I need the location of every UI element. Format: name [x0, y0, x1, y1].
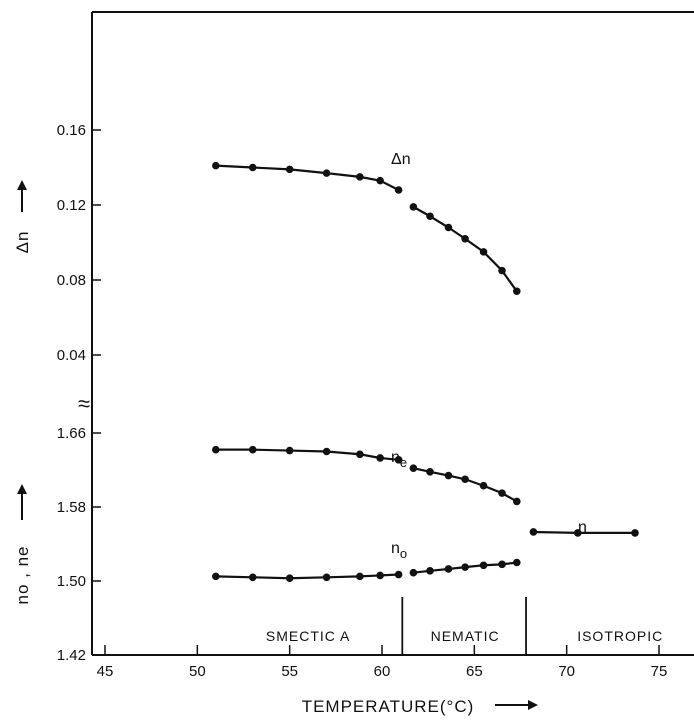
data-point	[394, 456, 403, 464]
y-tick-label: 1.66	[57, 425, 86, 442]
data-point	[444, 223, 453, 232]
x-axis-arrow	[495, 700, 538, 710]
data-point	[498, 489, 506, 497]
data-point	[461, 475, 469, 484]
y-tick-label: 1.50	[57, 573, 86, 590]
data-point	[498, 266, 506, 275]
series-group: Δn ne no n	[212, 151, 639, 583]
data-point	[409, 464, 418, 472]
series-no	[212, 558, 521, 583]
data-point	[513, 558, 521, 567]
data-point	[631, 529, 639, 537]
series-label-delta-n: Δn	[391, 151, 411, 168]
data-point	[322, 573, 331, 582]
data-point	[322, 447, 331, 456]
y-tick-group: 0.04 0.08 0.12 0.16 1.42 1.50 1.58 1.66	[57, 122, 101, 664]
y-tick-label: 0.16	[57, 122, 86, 139]
phase-label: NEMATIC	[431, 628, 500, 644]
data-point	[212, 445, 220, 454]
series-n	[529, 528, 639, 537]
x-tick-label: 50	[189, 663, 206, 680]
series-label-ne: ne	[391, 449, 407, 470]
series-line	[215, 573, 399, 580]
data-point	[461, 563, 469, 571]
data-point	[479, 561, 488, 570]
data-point	[444, 471, 453, 480]
series-line	[215, 448, 399, 461]
data-point	[426, 567, 434, 575]
series-label-no: no	[391, 540, 407, 561]
data-point	[376, 176, 384, 185]
x-tick-label: 75	[651, 663, 668, 680]
x-tick-label: 45	[97, 663, 114, 680]
y-axis-title-bottom: no , ne	[13, 546, 32, 605]
data-point	[513, 497, 521, 506]
data-point	[356, 450, 364, 459]
data-point	[248, 445, 257, 454]
y-tick-label: 0.08	[57, 272, 86, 289]
data-point	[376, 571, 384, 580]
data-point	[322, 169, 331, 177]
data-point	[212, 161, 220, 170]
x-tick-label: 70	[558, 663, 575, 680]
axis-break-symbol: ≈	[78, 391, 90, 416]
y-axis-arrow-top	[17, 180, 27, 212]
phase-boundary-group: SMECTIC A NEMATIC ISOTROPIC	[266, 597, 663, 655]
series-ne	[212, 445, 521, 506]
data-point	[285, 165, 294, 174]
data-point	[248, 573, 257, 582]
x-axis-title: TEMPERATURE(°C)	[302, 697, 475, 716]
data-point	[498, 560, 506, 569]
data-point	[376, 454, 384, 462]
x-tick-label: 60	[374, 663, 391, 680]
data-point	[444, 565, 453, 573]
x-tick-group: 45 50 55 60 65 70 75	[97, 645, 668, 680]
y-tick-label: 0.04	[57, 347, 86, 364]
axes-frame	[91, 11, 694, 656]
data-point	[426, 468, 434, 476]
data-point	[529, 528, 538, 536]
data-point	[356, 173, 364, 181]
series-Δn	[212, 161, 521, 296]
data-point	[248, 163, 257, 172]
data-point	[285, 574, 294, 583]
y-tick-label: 1.42	[57, 647, 86, 664]
x-tick-label: 55	[281, 663, 298, 680]
data-point	[409, 203, 418, 211]
y-tick-label: 0.12	[57, 197, 86, 214]
data-point	[409, 568, 418, 577]
series-label-n: n	[578, 519, 587, 536]
y-tick-label: 1.58	[57, 499, 86, 516]
data-point	[479, 248, 488, 256]
phase-label: ISOTROPIC	[577, 628, 663, 644]
y-axis-arrow-bottom	[17, 484, 27, 520]
data-point	[573, 529, 582, 537]
data-point	[285, 446, 294, 455]
data-point	[461, 234, 469, 243]
data-point	[394, 186, 403, 194]
y-axis-title-top: Δn	[13, 231, 32, 254]
data-point	[426, 212, 434, 221]
data-point	[513, 287, 521, 296]
phase-label: SMECTIC A	[266, 628, 350, 644]
data-point	[394, 570, 403, 579]
series-line	[215, 164, 400, 191]
data-point	[479, 481, 488, 490]
x-tick-label: 65	[466, 663, 483, 680]
data-point	[356, 572, 364, 581]
data-point	[212, 572, 220, 581]
